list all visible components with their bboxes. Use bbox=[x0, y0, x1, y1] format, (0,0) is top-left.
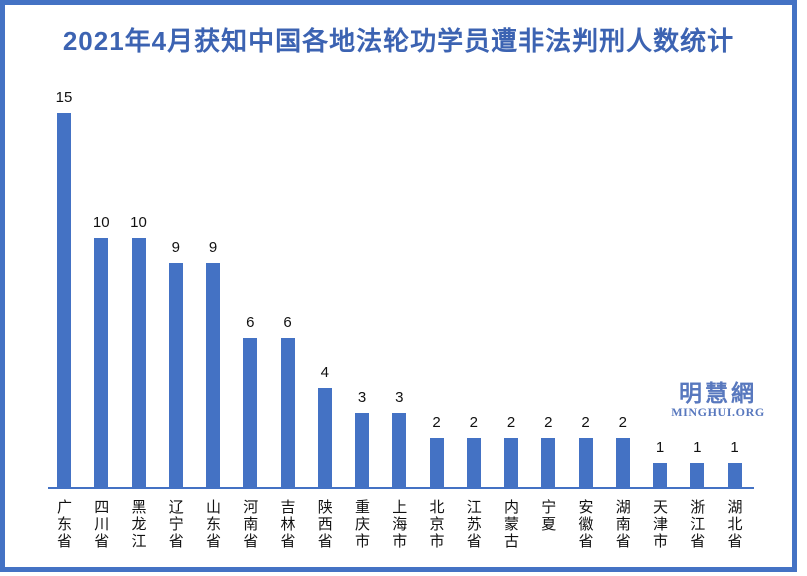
bar-value-label: 2 bbox=[544, 414, 553, 431]
x-tick-label: 湖北省 bbox=[725, 499, 742, 550]
x-tick-label: 四川省 bbox=[92, 499, 109, 550]
x-tick-label: 黑龙江 bbox=[129, 499, 146, 550]
bar-value-label: 1 bbox=[693, 439, 702, 456]
bar-value-label: 15 bbox=[55, 89, 73, 106]
x-tick-label: 陕西省 bbox=[315, 499, 332, 550]
bar-value-label: 9 bbox=[171, 239, 180, 256]
bar bbox=[57, 113, 71, 488]
x-tick-label: 河南省 bbox=[241, 499, 258, 550]
bar bbox=[94, 238, 109, 488]
x-tick-label: 山东省 bbox=[204, 499, 220, 550]
bar bbox=[504, 438, 518, 488]
bar bbox=[206, 263, 220, 488]
bar-value-label: 10 bbox=[92, 214, 110, 231]
x-tick-label: 浙江省 bbox=[688, 499, 705, 550]
x-tick-label: 重庆市 bbox=[353, 499, 369, 550]
bar bbox=[653, 463, 667, 488]
bar bbox=[317, 388, 332, 488]
x-tick-label: 广东省 bbox=[55, 499, 71, 550]
x-tick-label: 内蒙古 bbox=[502, 499, 518, 550]
bar bbox=[541, 438, 556, 488]
x-tick-label: 天津市 bbox=[651, 499, 667, 550]
bar-value-label: 1 bbox=[730, 439, 739, 456]
watermark-english-text: MINGHUI.ORG bbox=[671, 405, 765, 419]
x-tick-label: 辽宁省 bbox=[166, 499, 183, 550]
bar-value-label: 2 bbox=[432, 414, 441, 431]
bar-value-label: 1 bbox=[655, 439, 665, 456]
bar-value-label: 3 bbox=[357, 389, 367, 406]
minghui-watermark: 明慧網 MINGHUI.ORG bbox=[662, 380, 774, 419]
bar bbox=[466, 438, 481, 488]
bar-value-label: 9 bbox=[208, 239, 218, 256]
x-tick-label: 湖南省 bbox=[613, 499, 630, 550]
bar bbox=[131, 238, 146, 488]
x-axis-line bbox=[48, 487, 754, 489]
bar-value-label: 6 bbox=[283, 314, 292, 331]
bar-value-label: 3 bbox=[395, 389, 404, 406]
chart-title: 2021年4月获知中国各地法轮功学员遭非法判刑人数统计 bbox=[62, 26, 735, 56]
bar bbox=[429, 438, 444, 488]
bar bbox=[727, 463, 742, 488]
bar-value-label: 2 bbox=[581, 414, 590, 431]
bar-value-label: 10 bbox=[130, 214, 147, 231]
watermark-chinese-text: 明慧網 bbox=[679, 380, 757, 406]
bar bbox=[615, 438, 630, 488]
bar bbox=[355, 413, 369, 488]
bar-value-label: 6 bbox=[246, 314, 255, 331]
x-tick-label: 安徽省 bbox=[576, 499, 593, 550]
bar-value-label: 2 bbox=[618, 414, 627, 431]
bar-value-label: 2 bbox=[506, 414, 516, 431]
bar bbox=[280, 338, 295, 488]
x-tick-label: 吉林省 bbox=[278, 499, 295, 550]
x-tick-label: 上海市 bbox=[390, 499, 407, 550]
bar bbox=[578, 438, 593, 488]
bar bbox=[168, 263, 183, 488]
bar-value-label: 4 bbox=[320, 364, 329, 381]
x-tick-label: 江苏省 bbox=[464, 499, 481, 550]
bar-value-label: 2 bbox=[469, 414, 478, 431]
x-tick-label: 宁夏 bbox=[539, 499, 556, 533]
bar bbox=[392, 413, 407, 488]
bar bbox=[690, 463, 705, 488]
bar bbox=[243, 338, 258, 488]
x-tick-label: 北京市 bbox=[427, 499, 444, 550]
